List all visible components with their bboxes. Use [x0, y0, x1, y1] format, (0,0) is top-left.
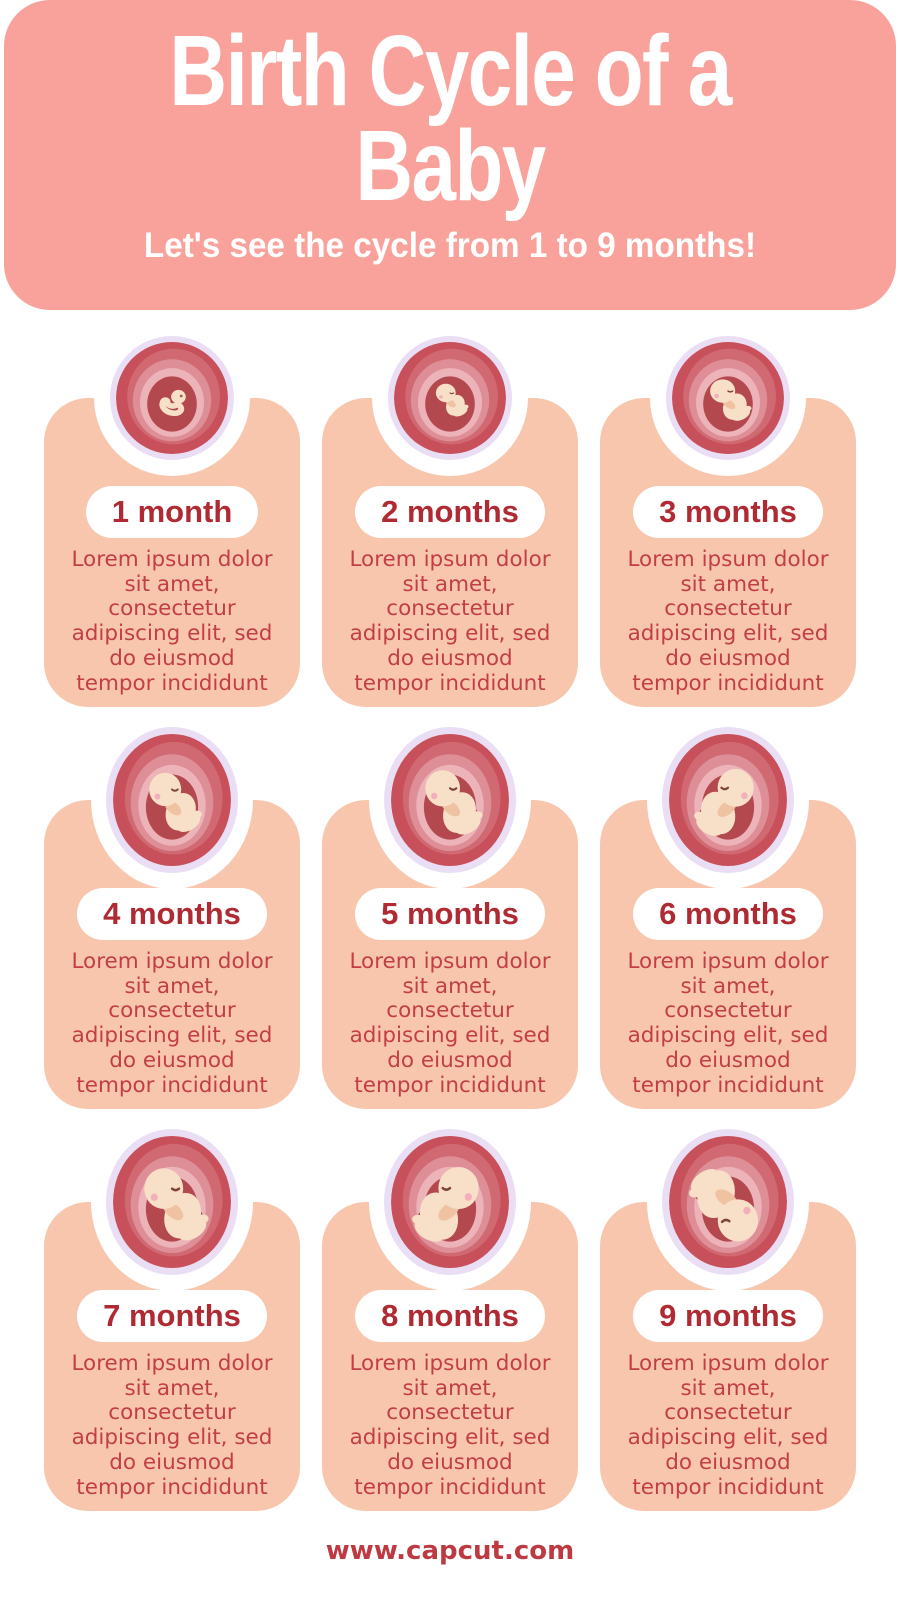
website-link[interactable]: www.capcut.com [325, 1536, 575, 1566]
card-description: Lorem ipsum dolor sit amet, consectetur … [627, 949, 829, 1098]
month-card: 7 months Lorem ipsum dolor sit amet, con… [44, 1113, 300, 1511]
womb-illustration-icon [391, 734, 509, 866]
fetus-figure [435, 383, 469, 417]
womb-illustration-icon [391, 1136, 509, 1268]
page-subtitle: Let's see the cycle from 1 to 9 months! [143, 226, 757, 265]
fetus-figure [149, 772, 202, 832]
card-description: Lorem ipsum dolor sit amet, consectetur … [349, 1351, 551, 1500]
womb-illustration-icon [113, 734, 231, 866]
title-line-1: Birth Cycle of a [169, 15, 732, 127]
month-card: 3 months Lorem ipsum dolor sit amet, con… [600, 320, 856, 707]
month-card: 4 months Lorem ipsum dolor sit amet, con… [44, 711, 300, 1109]
fetus-figure [144, 1168, 209, 1241]
womb-illustration-icon [669, 734, 787, 866]
embryo-figure [159, 389, 186, 416]
month-label: 7 months [103, 1298, 241, 1333]
card-description: Lorem ipsum dolor sit amet, consectetur … [349, 547, 551, 696]
month-label-pill: 2 months [355, 486, 545, 538]
month-label-pill: 7 months [77, 1290, 267, 1342]
header: Birth Cycle of a Baby Let's see the cycl… [4, 0, 896, 310]
month-label: 8 months [381, 1298, 519, 1333]
month-label: 6 months [659, 896, 797, 931]
page-title: Birth Cycle of a Baby [93, 0, 807, 216]
month-label-pill: 9 months [633, 1290, 823, 1342]
fetus-figure [689, 1169, 759, 1242]
card-description: Lorem ipsum dolor sit amet, consectetur … [71, 949, 273, 1098]
title-line-2: Baby [355, 110, 546, 222]
month-label: 3 months [659, 494, 797, 529]
womb-illustration-icon [113, 1136, 231, 1268]
month-label: 2 months [381, 494, 519, 529]
card-description: Lorem ipsum dolor sit amet, consectetur … [627, 547, 829, 696]
month-label-pill: 4 months [77, 888, 267, 940]
womb-illustration-icon [669, 1136, 787, 1268]
month-card: 5 months Lorem ipsum dolor sit amet, con… [322, 711, 578, 1109]
month-label-pill: 1 month [85, 486, 259, 538]
fetus-figure [425, 770, 483, 835]
month-card: 1 month Lorem ipsum dolor sit amet, cons… [44, 320, 300, 707]
month-label: 9 months [659, 1298, 797, 1333]
footer: www.capcut.com [0, 1536, 900, 1566]
card-description: Lorem ipsum dolor sit amet, consectetur … [349, 949, 551, 1098]
month-card: 6 months Lorem ipsum dolor sit amet, con… [600, 711, 856, 1109]
month-label-pill: 6 months [633, 888, 823, 940]
womb-illustration-icon [394, 342, 506, 454]
month-label: 5 months [381, 896, 519, 931]
month-cards-grid: 1 month Lorem ipsum dolor sit amet, cons… [44, 320, 856, 1511]
womb-illustration-icon [116, 342, 228, 454]
month-card: 8 months Lorem ipsum dolor sit amet, con… [322, 1113, 578, 1511]
womb-illustration-icon [672, 342, 784, 454]
card-description: Lorem ipsum dolor sit amet, consectetur … [71, 547, 273, 696]
month-label: 1 month [111, 494, 233, 529]
card-description: Lorem ipsum dolor sit amet, consectetur … [71, 1351, 273, 1500]
month-label-pill: 8 months [355, 1290, 545, 1342]
month-label-pill: 3 months [633, 486, 823, 538]
fetus-figure [694, 768, 754, 836]
month-card: 9 months Lorem ipsum dolor sit amet, con… [600, 1113, 856, 1511]
fetus-figure [412, 1166, 479, 1242]
month-label-pill: 5 months [355, 888, 545, 940]
month-label: 4 months [103, 896, 241, 931]
card-description: Lorem ipsum dolor sit amet, consectetur … [627, 1351, 829, 1500]
fetus-figure [710, 379, 752, 421]
month-card: 2 months Lorem ipsum dolor sit amet, con… [322, 320, 578, 707]
